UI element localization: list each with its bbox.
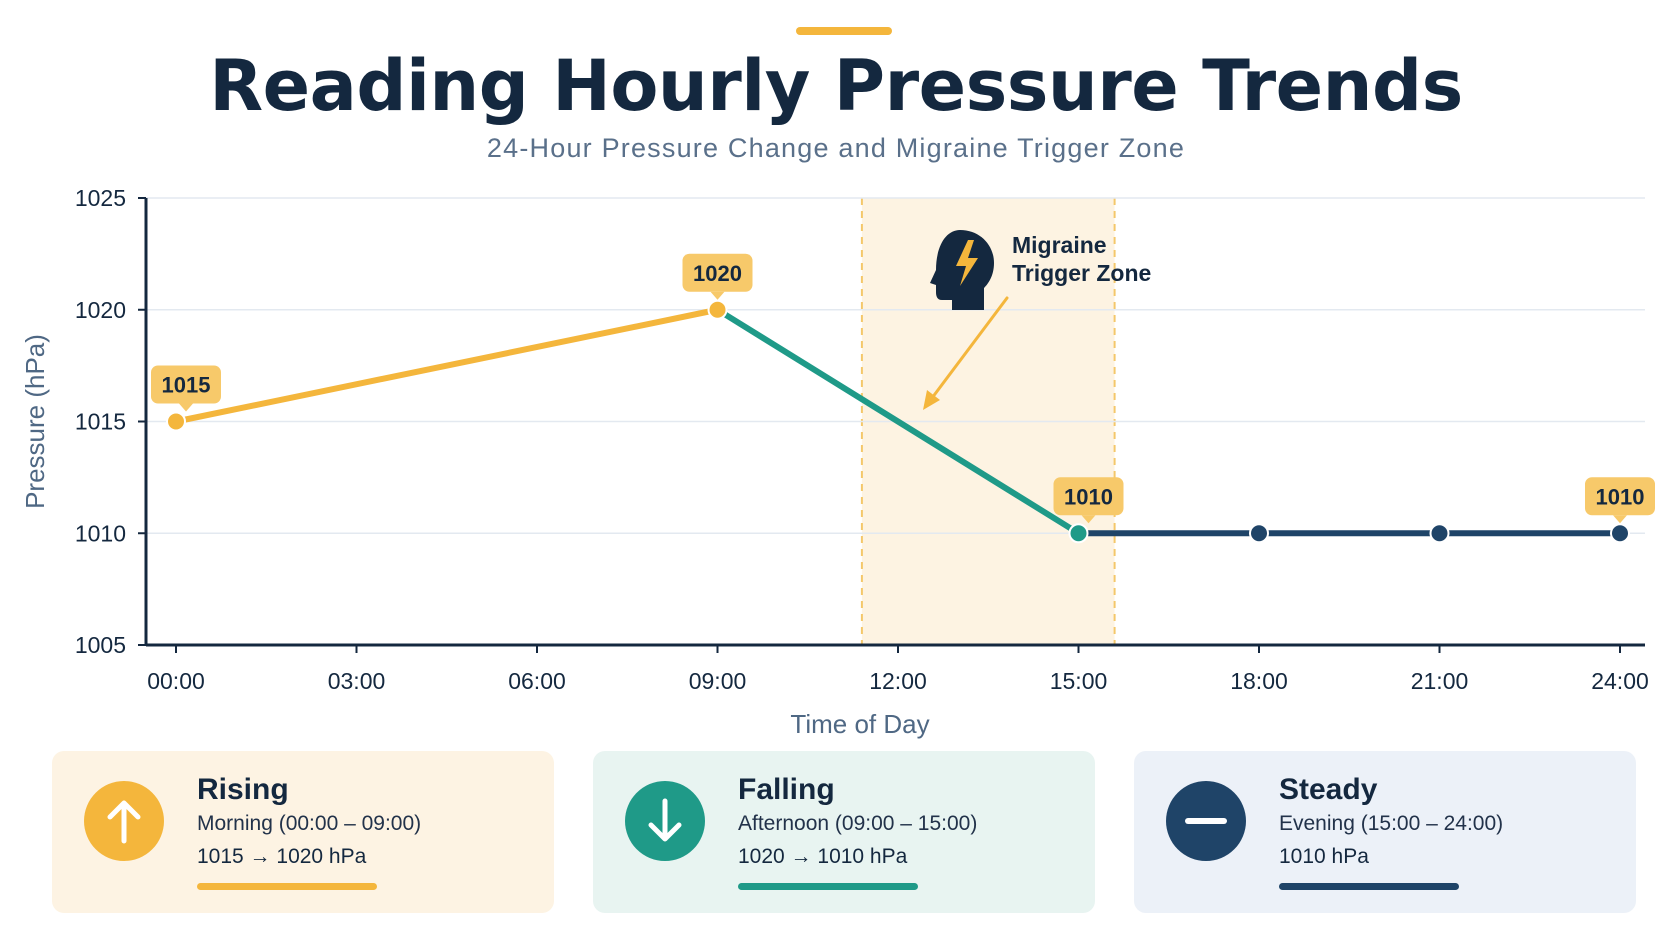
data-label: 1015 [162,373,211,398]
x-tick-label: 24:00 [1591,668,1649,694]
arrow-down-icon [648,798,682,842]
data-label: 1010 [1596,484,1645,509]
x-tick-label: 06:00 [508,668,566,694]
series-line-rising [173,306,721,425]
data-label-box [151,365,221,404]
rising-badge [84,781,164,861]
page-title: Reading Hourly Pressure Trends [209,45,1463,127]
head-lightning-icon [930,230,994,310]
card-period: Evening (15:00 – 24:00) [1279,812,1504,835]
x-tick-label: 18:00 [1230,668,1288,694]
falling-badge [625,781,705,861]
page-subtitle: 24-Hour Pressure Change and Migraine Tri… [486,133,1186,163]
trigger-zone-label-line2: Trigger Zone [1012,260,1151,286]
data-label-box [1585,477,1655,516]
data-label: 1020 [693,261,742,286]
data-point [1610,523,1630,544]
card-accent-bar [1279,883,1459,890]
arrow-up-icon [107,800,141,844]
minus-icon [1185,818,1227,824]
y-tick-label: 1020 [75,297,126,323]
data-label-box [1053,477,1124,516]
data-point [1429,523,1450,544]
x-axis-label: Time of Day [790,709,929,739]
card-value: 1010 hPa [1279,845,1369,868]
x-tick-label: 12:00 [869,668,927,694]
trend-cards: Rising Morning (00:00 – 09:00) 1015 → 10… [52,751,1636,913]
card-title: Steady [1279,773,1378,806]
y-axis-label: Pressure (hPa) [20,334,50,509]
y-tick-label: 1025 [75,185,126,211]
card-period: Afternoon (09:00 – 15:00) [738,812,978,835]
card-title: Falling [738,773,835,806]
data-label-pointer [710,291,725,300]
y-tick-label: 1010 [75,520,126,546]
x-tick-label: 21:00 [1411,668,1469,694]
data-label-box [682,253,753,292]
card-period: Morning (00:00 – 09:00) [197,812,422,835]
card-accent-bar [738,883,918,890]
x-tick-label: 03:00 [328,668,386,694]
card-value: 1015 → 1020 hPa [197,845,367,868]
card-steady: Steady Evening (15:00 – 24:00) 1010 hPa [1134,751,1636,913]
y-tick-label: 1015 [75,409,126,435]
title-accent-bar [796,27,892,35]
trigger-zone-arrowhead [923,390,940,410]
trigger-zone-label-line1: Migraine [1012,232,1107,258]
data-label: 1010 [1064,484,1113,509]
series-line-falling [714,306,1082,537]
x-tick-label: 09:00 [689,668,747,694]
y-tick-label: 1005 [75,632,126,658]
data-label-pointer [1613,515,1627,524]
trigger-zone-arrow [927,296,1009,404]
card-value: 1020 → 1010 hPa [738,845,908,868]
data-label-pointer [179,403,193,412]
x-tick-label: 15:00 [1050,668,1108,694]
card-accent-bar [197,883,377,890]
data-label-pointer [1081,515,1096,524]
x-tick-label: 00:00 [147,668,205,694]
card-falling: Falling Afternoon (09:00 – 15:00) 1020 →… [593,751,1095,913]
steady-badge [1166,781,1246,861]
data-point [1249,523,1269,544]
card-rising: Rising Morning (00:00 – 09:00) 1015 → 10… [52,751,554,913]
data-point [166,411,186,432]
data-point [707,299,728,320]
card-title: Rising [197,773,289,806]
data-point [1068,523,1089,544]
